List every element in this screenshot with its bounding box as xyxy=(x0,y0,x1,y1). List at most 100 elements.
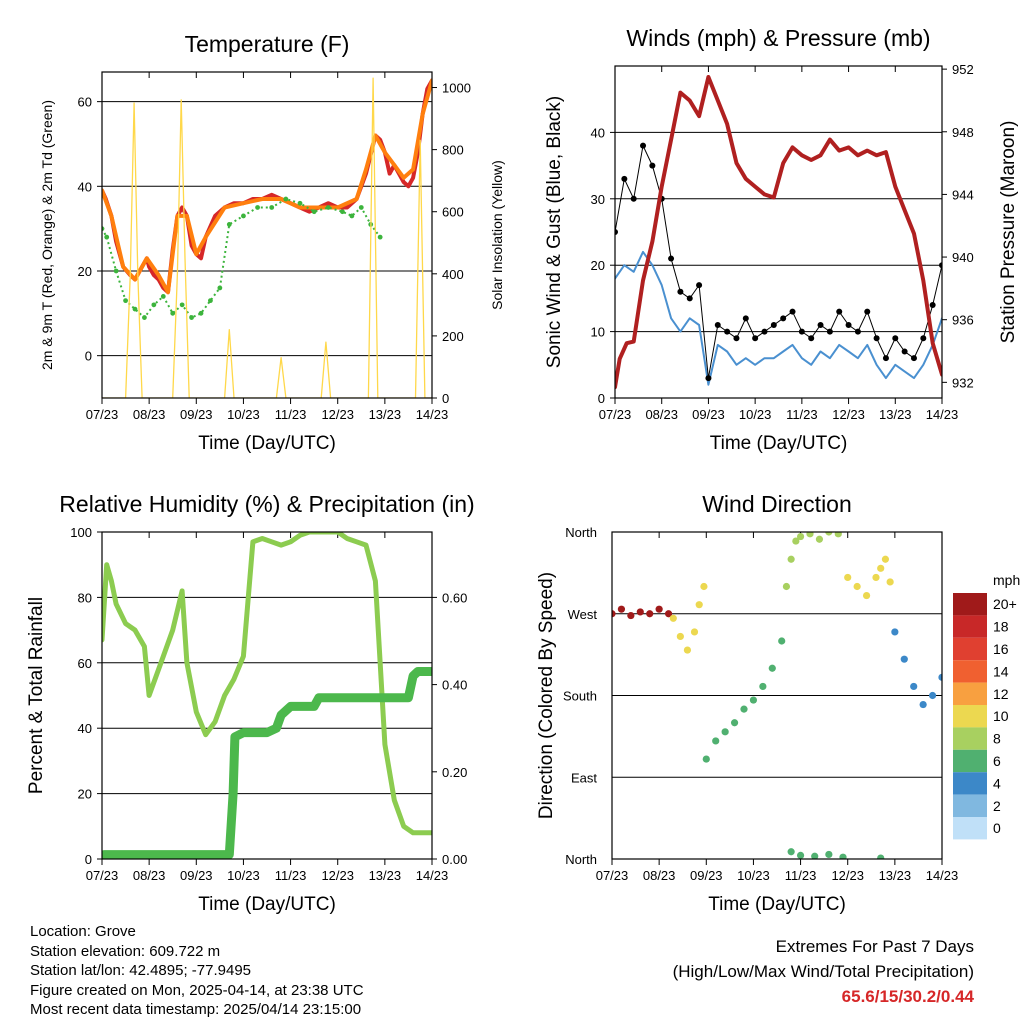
y-right-tick-label: 948 xyxy=(952,125,974,140)
direction-point xyxy=(700,583,707,590)
extremes-title: Extremes For Past 7 Days xyxy=(673,934,974,959)
y-right-tick-label: 0.20 xyxy=(442,765,467,780)
x-tick-label: 09/23 xyxy=(180,868,213,883)
x-tick-label: 10/23 xyxy=(227,407,260,422)
direction-point xyxy=(882,556,889,563)
x-tick-label: 08/23 xyxy=(643,868,676,883)
data-layer xyxy=(612,77,945,387)
colorbar-swatch xyxy=(953,683,987,705)
direction-point xyxy=(712,737,719,744)
x-tick-label: 10/23 xyxy=(739,407,772,422)
direction-point xyxy=(618,606,625,613)
y-tick-label: 0 xyxy=(85,852,92,867)
y-tick-label: 60 xyxy=(78,656,92,671)
x-tick-label: 07/23 xyxy=(599,407,632,422)
direction-point xyxy=(887,578,894,585)
extremes-box: Extremes For Past 7 Days (High/Low/Max W… xyxy=(673,934,974,1009)
y-tick-label: 30 xyxy=(591,192,605,207)
series-line-wind xyxy=(615,252,942,385)
x-axis-label: Time (Day/UTC) xyxy=(710,433,848,454)
y-tick-label: North xyxy=(565,852,597,867)
direction-point xyxy=(910,683,917,690)
direction-point xyxy=(816,536,823,543)
y-right-tick-label: 936 xyxy=(952,313,974,328)
direction-point xyxy=(825,851,832,858)
y-tick-label: 100 xyxy=(70,525,92,540)
y-tick-label: 10 xyxy=(591,325,605,340)
y-right-tick-label: 952 xyxy=(952,62,974,77)
direction-point xyxy=(778,637,785,644)
direction-point xyxy=(670,615,677,622)
extremes-subtitle: (High/Low/Max Wind/Total Precipitation) xyxy=(673,959,974,984)
x-tick-label: 08/23 xyxy=(133,868,166,883)
y-tick-label: 0 xyxy=(85,349,92,364)
direction-point xyxy=(769,665,776,672)
colorbar-swatch xyxy=(953,772,987,794)
direction-point xyxy=(872,574,879,581)
y-tick-label: 20 xyxy=(591,258,605,273)
direction-point xyxy=(731,719,738,726)
series-line-solar xyxy=(102,78,432,398)
plot-frame xyxy=(102,72,432,398)
direction-point xyxy=(783,583,790,590)
panel-title: Relative Humidity (%) & Precipitation (i… xyxy=(59,491,474,517)
colorbar-tick-label: 18 xyxy=(993,619,1009,635)
x-tick-label: 12/23 xyxy=(321,868,354,883)
direction-point xyxy=(696,601,703,608)
colorbar-swatch xyxy=(953,593,987,615)
direction-point xyxy=(797,852,804,859)
direction-point xyxy=(863,592,870,599)
y-tick-label: South xyxy=(563,689,597,704)
series-line-rain xyxy=(102,672,432,860)
panel-title: Wind Direction xyxy=(702,491,852,517)
panel-title: Temperature (F) xyxy=(185,31,350,57)
direction-point xyxy=(703,755,710,762)
y-right-tick-label: 400 xyxy=(442,267,464,282)
y-tick-label: East xyxy=(571,770,597,785)
plot-frame xyxy=(615,66,942,398)
x-tick-label: 07/23 xyxy=(86,868,119,883)
direction-point xyxy=(691,628,698,635)
x-tick-label: 10/23 xyxy=(227,868,260,883)
direction-point xyxy=(740,706,747,713)
x-tick-label: 13/23 xyxy=(879,868,912,883)
panel-direction: Wind DirectionNorthEastSouthWestNorth07/… xyxy=(536,491,1020,915)
direction-point xyxy=(750,696,757,703)
direction-point xyxy=(877,854,884,861)
meteogram-figure: Temperature (F)0204060020040060080010000… xyxy=(0,0,1024,1024)
y-axis-label: Direction (Colored By Speed) xyxy=(536,572,557,819)
colorbar-tick-label: 6 xyxy=(993,753,1001,769)
station-elevation: Station elevation: 609.722 m xyxy=(30,942,364,962)
y-right-tick-label: 0.60 xyxy=(442,590,467,605)
x-axis-label: Time (Day/UTC) xyxy=(198,433,336,454)
x-axis-label: Time (Day/UTC) xyxy=(708,894,846,915)
x-tick-label: 13/23 xyxy=(369,407,402,422)
colorbar-tick-label: 8 xyxy=(993,731,1001,747)
direction-point xyxy=(806,530,813,537)
x-tick-label: 14/23 xyxy=(926,407,959,422)
direction-point xyxy=(877,565,884,572)
y-right-tick-label: 200 xyxy=(442,329,464,344)
colorbar-tick-label: 20+ xyxy=(993,596,1017,612)
direction-point xyxy=(627,612,634,619)
colorbar-tick-label: 16 xyxy=(993,641,1009,657)
direction-point xyxy=(656,606,663,613)
colorbar-swatch xyxy=(953,705,987,727)
colorbar-swatch xyxy=(953,750,987,772)
x-tick-label: 10/23 xyxy=(737,868,770,883)
data-timestamp: Most recent data timestamp: 2025/04/14 2… xyxy=(30,1000,364,1020)
x-tick-label: 13/23 xyxy=(369,868,402,883)
series-line-dewpoint xyxy=(102,199,380,318)
direction-point xyxy=(797,533,804,540)
y-right-tick-label: 932 xyxy=(952,375,974,390)
direction-point xyxy=(891,628,898,635)
x-tick-label: 11/23 xyxy=(275,868,307,883)
y-tick-label: West xyxy=(568,607,598,622)
colorbar-swatch xyxy=(953,660,987,682)
y-right-tick-label: 944 xyxy=(952,187,974,202)
y-right-tick-label: 940 xyxy=(952,250,974,265)
series-line-pressure xyxy=(615,77,942,387)
y-right-tick-label: 800 xyxy=(442,143,464,158)
x-tick-label: 07/23 xyxy=(596,868,629,883)
colorbar-tick-label: 4 xyxy=(993,775,1001,791)
